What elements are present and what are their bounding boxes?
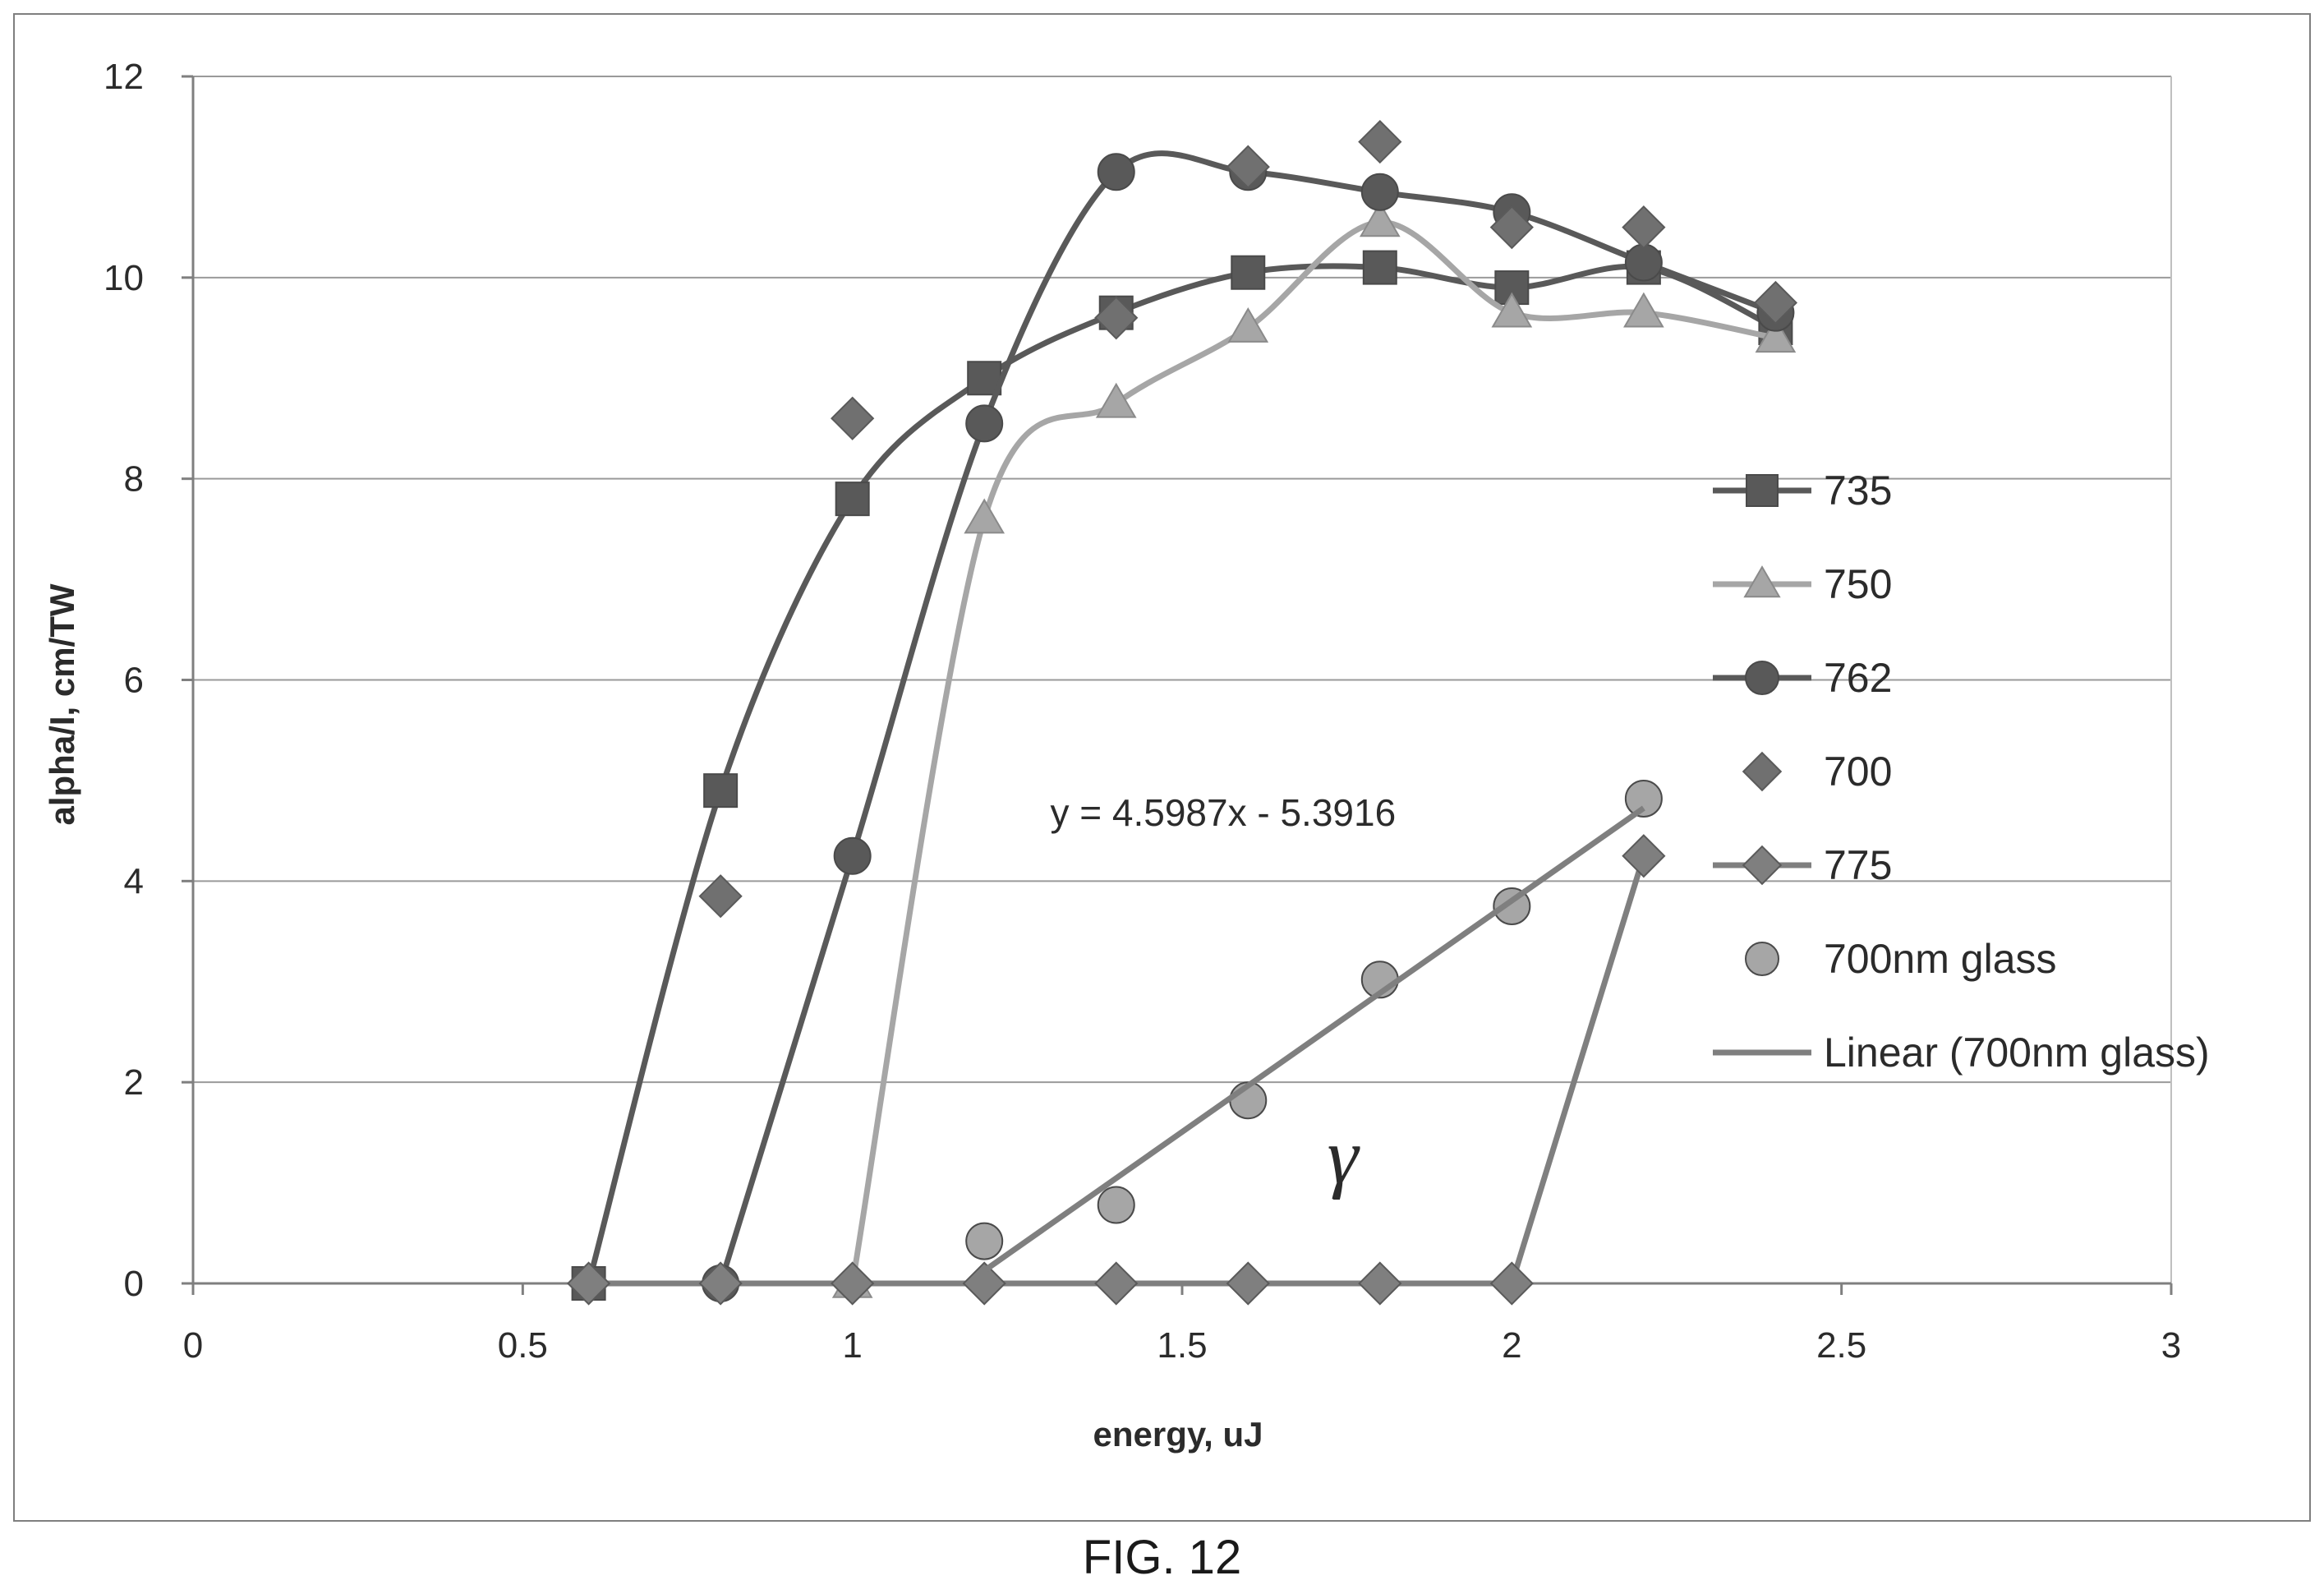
- data-point: [1094, 296, 1139, 340]
- x-tick-label: 2.5: [1816, 1325, 1866, 1366]
- data-point: [1491, 292, 1533, 328]
- series-735: [571, 250, 1793, 1301]
- y-tick-label: 0: [124, 1264, 144, 1304]
- legend-label: 775: [1824, 842, 1892, 888]
- data-point: [703, 773, 739, 809]
- chart: 0 2 4 6 8 10 12 0 0.5 1 1.5 2 2.5 3 energy, uJ alpha/I,…: [43, 57, 2210, 1453]
- legend-marker: [1742, 845, 1783, 886]
- x-tick-label: 1.5: [1157, 1325, 1207, 1366]
- data-point: [1489, 1261, 1534, 1306]
- data-point: [1362, 250, 1397, 285]
- data-point: [1360, 173, 1399, 211]
- data-point: [1623, 292, 1664, 328]
- data-point: [1226, 1261, 1270, 1306]
- y-tick-label: 8: [124, 459, 144, 500]
- legend-item: 700nm glass: [1745, 936, 2057, 982]
- data-point: [1094, 1261, 1139, 1306]
- data-point: [831, 1261, 875, 1306]
- data-point: [1358, 119, 1402, 164]
- y-axis-title: alpha/I, cm/TW: [43, 583, 81, 825]
- series-775: [566, 834, 1666, 1306]
- data-point: [965, 404, 1004, 443]
- data-point: [1227, 306, 1269, 343]
- legend-item: 762: [1713, 655, 1892, 701]
- x-tick-label: 0: [183, 1325, 203, 1366]
- data-point: [1753, 280, 1798, 325]
- series-700nm-glass: [965, 779, 1663, 1260]
- data-point: [833, 836, 872, 875]
- y-tick-label: 10: [104, 258, 144, 298]
- data-point: [831, 396, 875, 440]
- data-point: [1622, 205, 1666, 250]
- data-point: [1095, 382, 1137, 418]
- x-tick-label: 1: [842, 1325, 862, 1366]
- legend-label: 762: [1824, 655, 1892, 701]
- y-tick-label: 4: [124, 861, 144, 901]
- trendline-equation: y = 4.5987x - 5.3916: [1050, 791, 1396, 834]
- x-tick-label: 0.5: [498, 1325, 548, 1366]
- legend-item: 735: [1713, 468, 1892, 514]
- legend: 735 750 762 700 775 700nm glass Linear (700nm …: [1713, 468, 2210, 1076]
- data-point: [962, 1261, 1006, 1306]
- y-tick-label: 12: [104, 57, 144, 97]
- series-linear-700nm-glass-: [983, 805, 1645, 1274]
- legend-marker: [1745, 942, 1779, 976]
- legend-marker: [1745, 661, 1779, 695]
- data-point: [1226, 145, 1270, 189]
- figure-caption: FIG. 12: [1082, 1531, 1242, 1584]
- series-700: [698, 119, 1798, 919]
- data-point: [965, 1222, 1004, 1260]
- legend-label: Linear (700nm glass): [1824, 1030, 2210, 1076]
- legend-item: Linear (700nm glass): [1713, 1030, 2210, 1076]
- legend-label: 735: [1824, 468, 1892, 514]
- legend-item: 700: [1742, 749, 1892, 795]
- grid: [193, 76, 2172, 1283]
- data-point: [1624, 243, 1663, 282]
- series: [566, 119, 1798, 1306]
- data-point: [698, 1261, 743, 1306]
- data-point: [1231, 255, 1266, 290]
- data-point: [1755, 317, 1797, 353]
- data-point: [1624, 779, 1663, 818]
- data-point: [1097, 153, 1135, 191]
- data-point: [1097, 1186, 1135, 1224]
- data-point: [1622, 834, 1666, 878]
- data-point: [1489, 205, 1534, 250]
- data-point: [566, 1261, 611, 1306]
- legend-label: 750: [1824, 561, 1892, 607]
- y-tick-label: 6: [124, 661, 144, 701]
- data-point: [1358, 1261, 1402, 1306]
- annotations: y = 4.5987x - 5.3916 γ: [1050, 791, 1396, 1200]
- legend-item: 750: [1713, 561, 1892, 607]
- data-point: [964, 498, 1006, 534]
- y-tick-label: 2: [124, 1062, 144, 1103]
- gamma-annotation: γ: [1328, 1113, 1360, 1200]
- x-axis-title: energy, uJ: [1093, 1415, 1263, 1453]
- trendline: [983, 805, 1645, 1274]
- data-point: [1359, 201, 1401, 237]
- x-tick-label: 2: [1502, 1325, 1521, 1366]
- x-tick-label: 3: [2161, 1325, 2181, 1366]
- legend-marker: [1742, 751, 1783, 792]
- legend-marker: [1743, 565, 1781, 598]
- legend-label: 700nm glass: [1824, 936, 2057, 982]
- chart-frame: [13, 13, 2311, 1522]
- legend-item: 775: [1713, 842, 1892, 888]
- legend-label: 700: [1824, 749, 1892, 795]
- data-point: [835, 481, 870, 517]
- data-point: [698, 874, 743, 919]
- legend-marker: [1746, 474, 1779, 507]
